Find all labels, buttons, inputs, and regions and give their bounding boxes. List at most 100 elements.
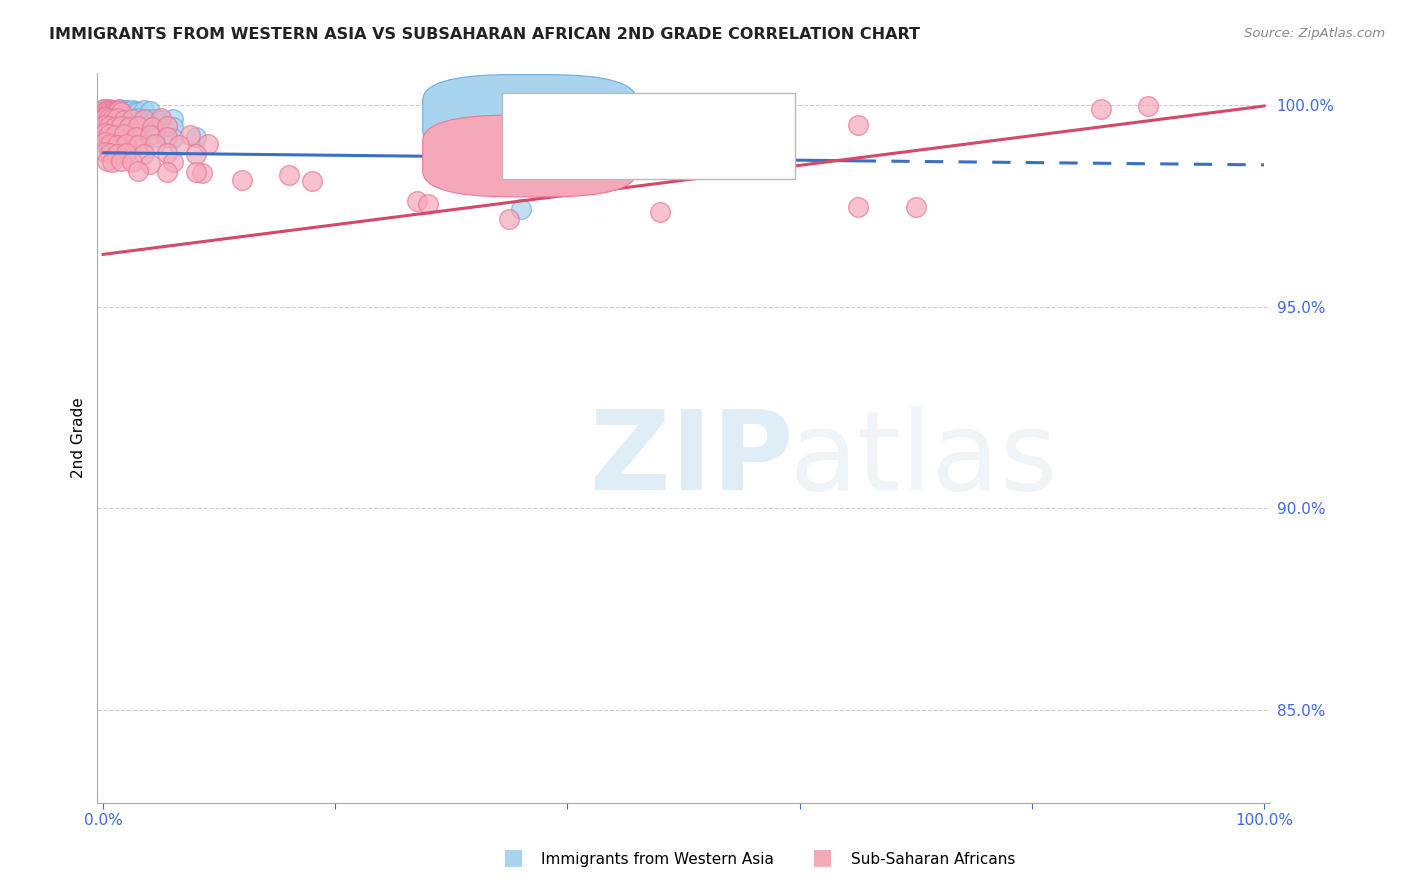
Point — [121, 155, 143, 169]
Point — [124, 129, 146, 144]
Point — [115, 103, 138, 118]
Point — [104, 128, 127, 143]
Point — [100, 103, 122, 118]
Point — [405, 194, 427, 209]
Point — [104, 120, 127, 135]
Text: atlas: atlas — [789, 406, 1057, 513]
Point — [846, 200, 869, 214]
Point — [105, 137, 128, 152]
Point — [93, 102, 115, 116]
Point — [132, 119, 155, 133]
Point — [110, 119, 132, 133]
Point — [97, 105, 120, 120]
Point — [96, 103, 118, 117]
Point — [105, 111, 128, 125]
Point — [145, 129, 167, 144]
Point — [111, 104, 134, 119]
Point — [93, 102, 115, 116]
Point — [94, 119, 117, 133]
Point — [132, 112, 155, 127]
Point — [184, 129, 207, 144]
Point — [121, 112, 143, 127]
Point — [100, 103, 122, 117]
Text: Sub-Saharan Africans: Sub-Saharan Africans — [851, 852, 1015, 867]
Point — [184, 147, 207, 161]
Point — [112, 113, 135, 128]
Point — [150, 113, 173, 128]
Point — [418, 197, 440, 211]
Point — [191, 166, 214, 180]
Point — [107, 104, 129, 119]
Point — [301, 174, 323, 188]
Point — [138, 104, 160, 119]
Text: ZIP: ZIP — [589, 406, 793, 513]
Point — [108, 103, 131, 117]
Point — [97, 105, 120, 120]
Point — [108, 102, 131, 116]
Point — [121, 112, 143, 126]
Point — [115, 129, 138, 144]
Point — [110, 138, 132, 153]
Point — [105, 103, 128, 118]
Point — [132, 113, 155, 128]
Point — [94, 111, 117, 125]
Point — [141, 120, 163, 135]
Point — [162, 155, 184, 169]
Point — [498, 211, 520, 226]
Point — [277, 168, 299, 182]
Point — [101, 140, 124, 154]
Point — [110, 153, 132, 168]
Text: ■: ■ — [813, 847, 832, 867]
Text: Source: ZipAtlas.com: Source: ZipAtlas.com — [1244, 27, 1385, 40]
Point — [145, 136, 167, 151]
Point — [105, 121, 128, 136]
Point — [104, 105, 127, 120]
Point — [94, 104, 117, 119]
Point — [121, 120, 143, 135]
Point — [156, 165, 179, 179]
Point — [100, 120, 122, 135]
Point — [101, 112, 124, 127]
Point — [118, 120, 141, 135]
Point — [104, 104, 127, 119]
Point — [132, 147, 155, 161]
Point — [156, 129, 179, 144]
Point — [127, 131, 149, 145]
Point — [124, 103, 146, 118]
Point — [127, 137, 149, 152]
Point — [101, 105, 124, 120]
Point — [127, 111, 149, 125]
Point — [138, 128, 160, 143]
Point — [197, 136, 219, 151]
Point — [184, 165, 207, 179]
Text: IMMIGRANTS FROM WESTERN ASIA VS SUBSAHARAN AFRICAN 2ND GRADE CORRELATION CHART: IMMIGRANTS FROM WESTERN ASIA VS SUBSAHAR… — [49, 27, 920, 42]
Point — [97, 127, 120, 141]
Point — [94, 104, 117, 119]
Point — [115, 145, 138, 160]
Y-axis label: 2nd Grade: 2nd Grade — [72, 397, 86, 478]
Point — [104, 103, 127, 118]
Point — [94, 145, 117, 159]
Point — [105, 147, 128, 161]
Point — [103, 103, 125, 117]
Point — [94, 136, 117, 150]
Point — [96, 153, 118, 168]
Point — [96, 119, 118, 133]
Point — [97, 102, 120, 116]
Point — [110, 105, 132, 120]
Point — [100, 129, 122, 144]
Point — [101, 105, 124, 120]
Point — [156, 145, 179, 160]
Point — [127, 163, 149, 178]
Point — [97, 103, 120, 118]
Point — [115, 112, 138, 126]
Point — [650, 205, 672, 219]
Point — [110, 105, 132, 120]
Point — [162, 112, 184, 126]
Point — [132, 103, 155, 118]
Point — [156, 119, 179, 133]
Point — [104, 111, 127, 125]
Point — [121, 103, 143, 117]
Point — [150, 111, 173, 125]
Point — [105, 103, 128, 118]
